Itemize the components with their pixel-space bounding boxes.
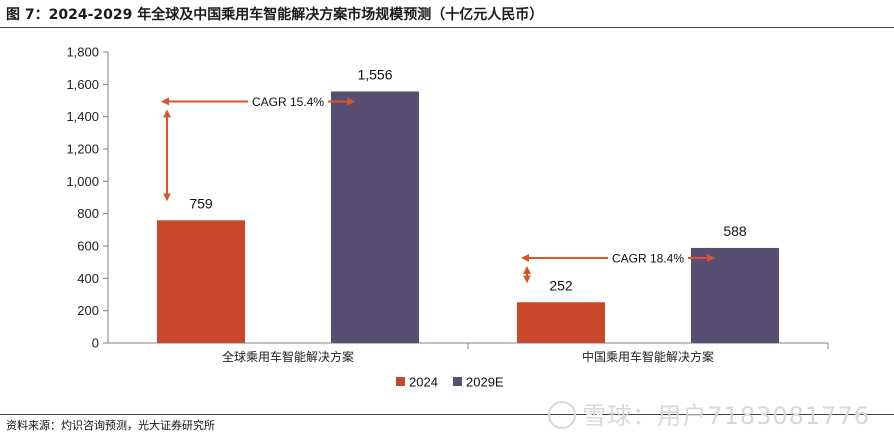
cagr-label: CAGR 18.4% (612, 251, 684, 265)
data-label: 588 (723, 223, 747, 239)
chart-title: 图 7：2024-2029 年全球及中国乘用车智能解决方案市场规模预测（十亿元人… (6, 7, 544, 23)
legend-swatch-2024 (396, 377, 405, 386)
y-tick-label: 1,800 (66, 45, 99, 60)
legend-swatch-2029E (453, 377, 462, 386)
watermark: 雪球：用户7183081776 (548, 396, 870, 431)
bar-2024 (517, 302, 605, 343)
source-note: 资料来源：灼识咨询预测，光大证券研究所 (6, 419, 215, 432)
source-divider (0, 414, 894, 415)
title-divider (0, 27, 894, 28)
legend-label: 2024 (409, 375, 438, 390)
snowball-logo-icon (548, 401, 577, 429)
x-category-label: 中国乘用车智能解决方案 (582, 349, 714, 364)
y-tick-label: 200 (77, 303, 99, 318)
cagr-label: CAGR 15.4% (252, 95, 324, 109)
y-tick-label: 1,000 (66, 174, 99, 189)
y-tick-label: 0 (92, 336, 99, 351)
data-label: 252 (549, 277, 573, 293)
y-tick-label: 800 (77, 206, 99, 221)
bar-chart: 0 200 400 600 800 1,000 1,200 1,400 1,600 1,800 全球… (66, 45, 829, 390)
y-tick-label: 600 (77, 239, 99, 254)
bar-2029E (691, 247, 779, 343)
x-category-label: 全球乘用车智能解决方案 (222, 349, 354, 364)
bar-2029E (331, 91, 419, 344)
y-tick-label: 1,200 (66, 142, 99, 157)
data-label: 759 (189, 195, 213, 211)
legend-label: 2029E (466, 375, 504, 390)
y-tick-label: 1,400 (66, 109, 99, 124)
y-tick-label: 400 (77, 271, 99, 286)
watermark-text: 雪球：用户7183081776 (582, 402, 870, 430)
bar-2024 (157, 220, 245, 343)
data-label: 1,556 (357, 66, 392, 82)
y-tick-label: 1,600 (66, 77, 99, 92)
